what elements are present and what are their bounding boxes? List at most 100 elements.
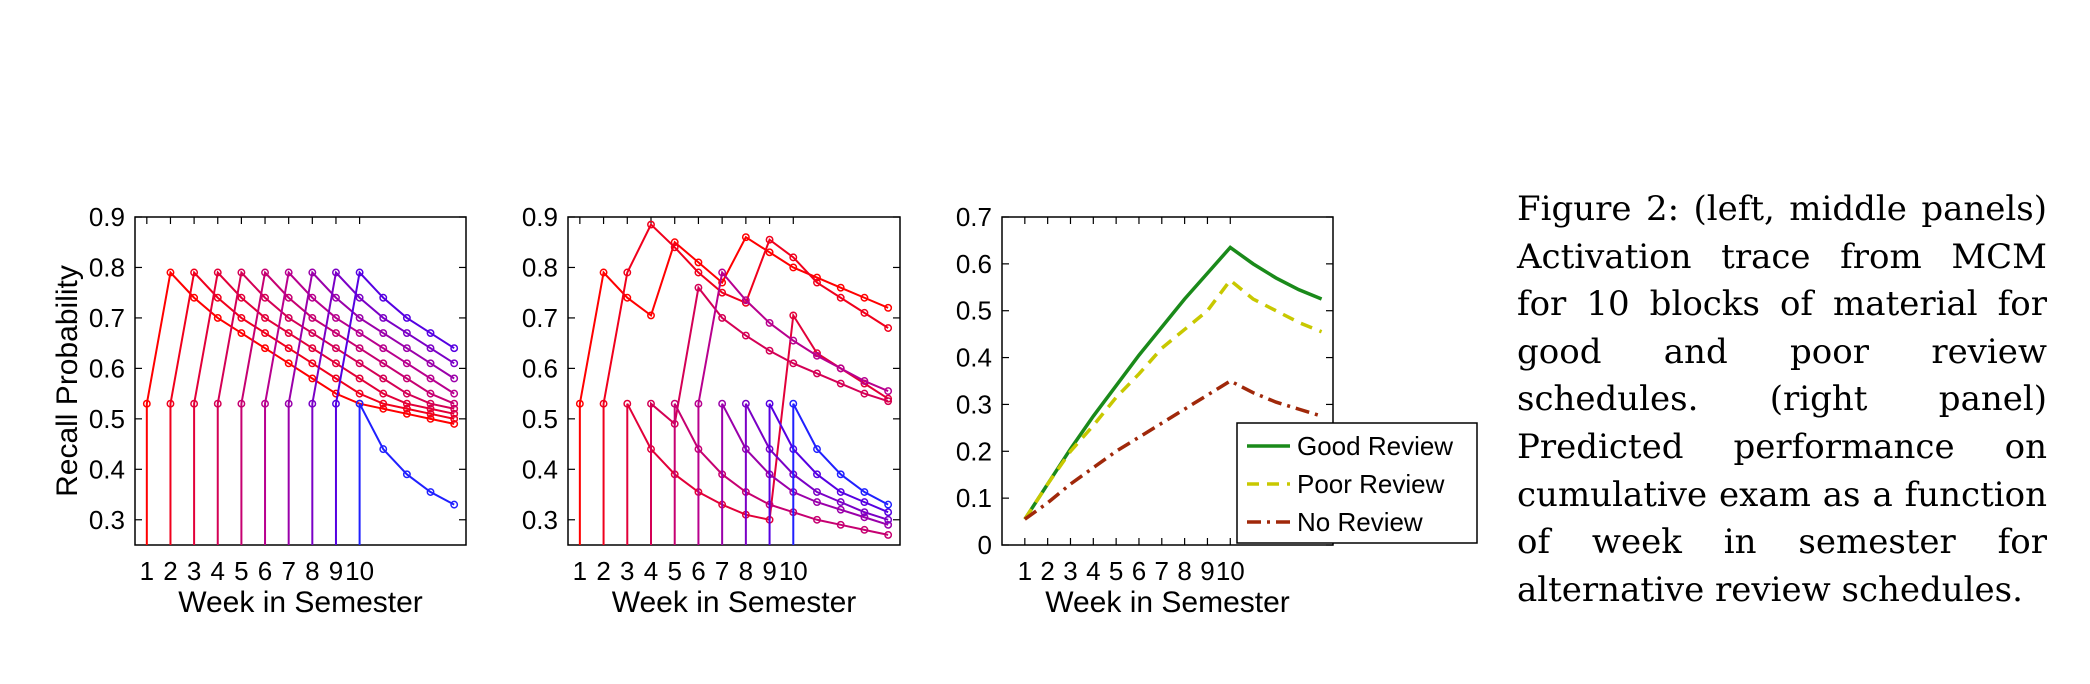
- data-point: [355, 359, 364, 368]
- data-point: [741, 331, 750, 340]
- data-point: [450, 414, 459, 423]
- data-point: [332, 399, 340, 408]
- data-point: [426, 359, 435, 368]
- data-point: [332, 293, 340, 302]
- y-tick-label: 0.7: [522, 303, 558, 333]
- y-axis-label: Recall Probability: [51, 265, 84, 497]
- y-tick-label: 0.7: [956, 202, 992, 232]
- data-point: [813, 498, 821, 507]
- x-tick-label: 2: [596, 556, 610, 586]
- axes-frame: [1001, 216, 1334, 546]
- data-point: [379, 329, 388, 338]
- data-point: [789, 253, 798, 262]
- data-point: [813, 278, 821, 287]
- data-point: [718, 399, 727, 408]
- series-line-8: [744, 403, 889, 545]
- series-line-1: [1023, 245, 1323, 521]
- data-point: [355, 268, 364, 277]
- data-point: [836, 488, 845, 496]
- data-point: [426, 344, 435, 353]
- legend: Good Review Poor Review No Review: [1236, 422, 1478, 544]
- series-line-2: [602, 222, 889, 545]
- data-point: [450, 404, 459, 413]
- data-point: [379, 399, 388, 408]
- data-point: [836, 505, 845, 514]
- series-line-10: [792, 403, 889, 545]
- data-point: [332, 329, 340, 338]
- data-point: [647, 220, 655, 229]
- data-point: [450, 399, 459, 408]
- series-line-2: [1023, 277, 1323, 521]
- y-tick-label: 0.3: [956, 389, 992, 419]
- series-line-8: [311, 270, 455, 545]
- data-point: [379, 389, 388, 398]
- data-point: [402, 409, 411, 418]
- data-point: [237, 293, 246, 302]
- data-point: [670, 243, 679, 252]
- data-point: [284, 293, 293, 302]
- data-point: [884, 520, 893, 529]
- data-point: [694, 283, 703, 292]
- y-tick-label: 0.4: [522, 454, 558, 484]
- data-point: [450, 344, 459, 353]
- y-tick-label: 0: [978, 530, 992, 560]
- data-point: [308, 329, 317, 338]
- x-tick-label: 8: [1177, 556, 1191, 586]
- data-point: [694, 399, 703, 408]
- data-point: [237, 329, 246, 338]
- data-point: [426, 488, 435, 496]
- data-point: [765, 248, 774, 257]
- data-point: [884, 397, 893, 406]
- data-point: [450, 359, 459, 368]
- data-point: [884, 515, 893, 524]
- data-point: [765, 319, 774, 327]
- y-tick-label: 0.5: [89, 404, 125, 434]
- data-point: [884, 394, 893, 403]
- series-line-7: [287, 270, 455, 545]
- data-point: [213, 313, 222, 322]
- legend-label: No Review: [1297, 507, 1423, 537]
- data-point: [789, 263, 798, 272]
- data-point: [860, 308, 869, 317]
- data-point: [379, 313, 388, 322]
- figure-caption: Figure 2: (left, middle panels) Activati…: [1517, 189, 2047, 610]
- data-point: [308, 399, 317, 408]
- data-point: [813, 470, 821, 479]
- data-point: [813, 515, 821, 524]
- series-line-9: [334, 270, 455, 545]
- y-tick-label: 0.4: [956, 343, 992, 373]
- data-point: [237, 313, 246, 322]
- data-point: [190, 293, 199, 302]
- x-tick-label: 7: [281, 556, 295, 586]
- data-point: [884, 387, 893, 396]
- x-tick-label: 5: [234, 556, 248, 586]
- data-point: [623, 268, 632, 277]
- series-line-5: [240, 270, 455, 545]
- data-point: [813, 369, 821, 378]
- data-point: [355, 399, 364, 408]
- x-tick-label: 10: [1216, 556, 1245, 586]
- data-point: [426, 374, 435, 383]
- x-tick-label: 6: [691, 556, 705, 586]
- data-point: [789, 311, 798, 320]
- data-point: [836, 293, 845, 302]
- data-point: [718, 313, 727, 322]
- data-point: [213, 399, 222, 408]
- data-point: [166, 268, 175, 277]
- data-point: [741, 233, 750, 242]
- data-point: [765, 399, 774, 408]
- x-axis-label: Week in Semester: [612, 586, 857, 619]
- data-point: [670, 238, 679, 247]
- data-point: [836, 470, 845, 479]
- x-tick-label: 3: [187, 556, 201, 586]
- data-point: [261, 268, 269, 277]
- data-point: [836, 364, 845, 373]
- data-point: [575, 399, 584, 408]
- legend-label: Poor Review: [1297, 469, 1445, 499]
- series-line-2: [169, 270, 455, 545]
- data-point: [647, 311, 655, 320]
- data-point: [836, 520, 845, 529]
- y-tick-label: 0.9: [522, 202, 558, 232]
- data-point: [379, 404, 388, 413]
